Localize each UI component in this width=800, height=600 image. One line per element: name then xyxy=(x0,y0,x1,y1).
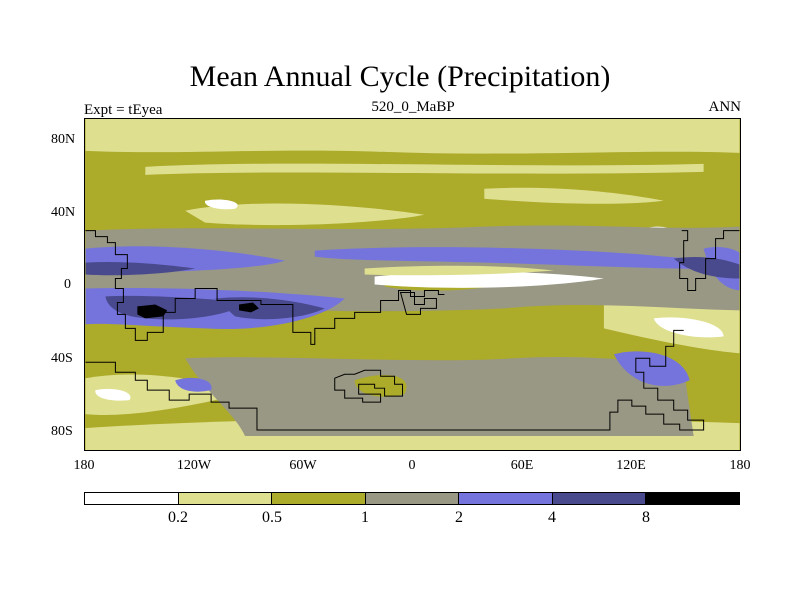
y-tick-80s: 80S xyxy=(51,424,73,439)
colorbar-swatch xyxy=(365,493,460,504)
y-tick-40s: 40S xyxy=(51,351,73,366)
band-1-2-south xyxy=(185,357,694,437)
season-label: ANN xyxy=(708,99,742,115)
colorbar-label: 0.2 xyxy=(168,509,188,526)
x-tick-60e: 60E xyxy=(510,458,534,473)
x-tick-180w: 180 xyxy=(73,458,95,473)
band-north-midlat xyxy=(145,163,704,175)
y-tick-0: 0 xyxy=(64,277,71,292)
x-tick-120w: 120W xyxy=(176,458,212,473)
colorbar-label: 8 xyxy=(642,509,650,526)
colorbar-label: 4 xyxy=(548,509,556,526)
colorbar-swatch xyxy=(85,493,179,504)
band-above-8 xyxy=(137,304,168,319)
x-tick-180e: 180 xyxy=(729,458,751,473)
contour-field xyxy=(85,119,740,450)
colorbar-label: 1 xyxy=(361,509,369,526)
itcz-dry-streak xyxy=(374,271,604,288)
colorbar-label: 0.5 xyxy=(262,509,282,526)
x-tick-0: 0 xyxy=(408,458,416,473)
period-label: 520_0_MaBP xyxy=(371,99,455,115)
colorbar-swatch xyxy=(552,493,647,504)
plot-title: Mean Annual Cycle (Precipitation) xyxy=(189,60,611,93)
continent-outlines xyxy=(85,230,740,431)
colorbar-swatch xyxy=(459,493,553,504)
y-tick-80n: 80N xyxy=(51,132,76,147)
colorbar-swatch xyxy=(646,493,740,504)
x-tick-120e: 120E xyxy=(616,458,646,473)
x-tick-60w: 60W xyxy=(289,458,317,473)
colorbar-swatch xyxy=(272,493,366,504)
precipitation-map xyxy=(84,118,741,451)
y-tick-40n: 40N xyxy=(51,205,76,220)
experiment-label: Expt = tEyea xyxy=(84,102,163,118)
colorbar-swatch xyxy=(178,493,273,504)
colorbar-label: 2 xyxy=(455,509,463,526)
colorbar xyxy=(84,492,740,505)
